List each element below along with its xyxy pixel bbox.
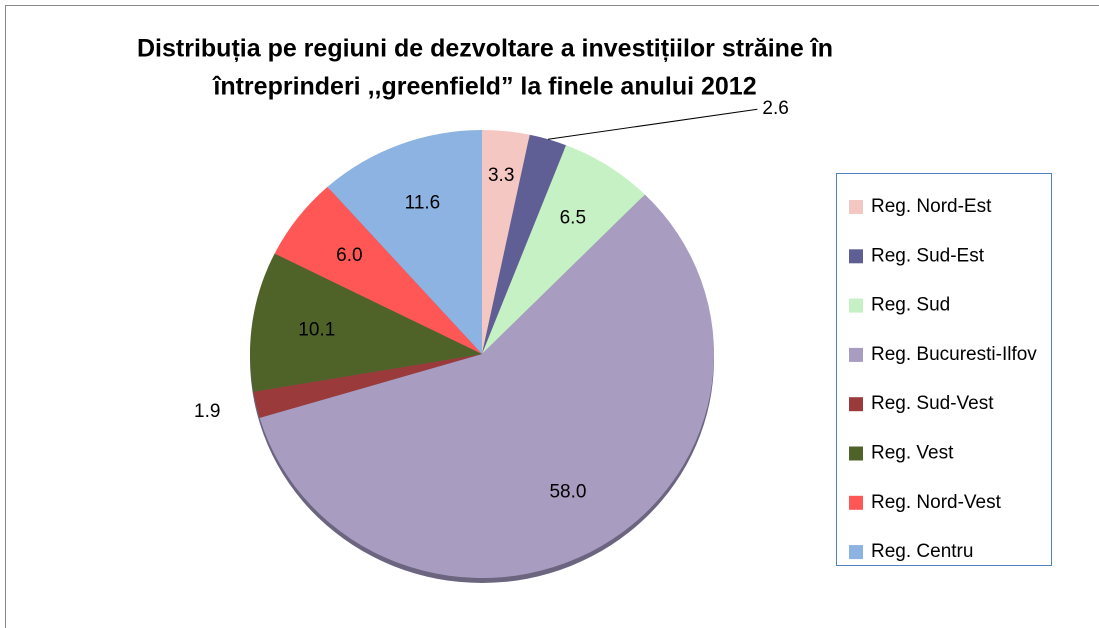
legend-swatch: [849, 347, 863, 362]
data-label: 1.9: [194, 401, 220, 422]
data-label: 11.6: [405, 192, 441, 213]
pie-slice: [253, 354, 482, 418]
legend-swatch: [849, 495, 863, 510]
pie-slice: [274, 186, 482, 354]
legend-label: Reg. Sud-Est: [871, 245, 985, 266]
legend-swatch: [849, 446, 863, 461]
legend-label: Reg. Centru: [871, 541, 973, 562]
legend-swatch: [849, 545, 863, 560]
legend-swatch: [849, 298, 863, 313]
data-label: 2.6: [762, 98, 788, 119]
legend-label: Reg. Nord-Est: [871, 196, 992, 217]
legend-label: Reg. Vest: [871, 443, 954, 464]
legend-label: Reg. Sud: [871, 295, 950, 316]
leader-line: [548, 108, 758, 140]
pie-slice: [259, 194, 715, 579]
chart-title: Distribuția pe regiuni de dezvoltare a i…: [137, 35, 833, 63]
pie-slice: [250, 253, 482, 392]
chart-title: întreprinderi ,,greenfield” la finele an…: [211, 73, 756, 101]
data-label: 3.3: [488, 165, 514, 186]
data-label: 6.0: [336, 245, 362, 266]
legend-label: Reg. Sud-Vest: [871, 393, 994, 414]
legend-label: Reg. Nord-Vest: [871, 492, 1002, 513]
data-label: 10.1: [298, 319, 335, 340]
pie-slice: [327, 130, 482, 354]
legend-label: Reg. Bucuresti-Ilfov: [871, 344, 1037, 365]
legend-swatch: [849, 200, 863, 214]
pie-slice: [482, 130, 530, 354]
legend-swatch: [849, 249, 863, 264]
legend-swatch: [849, 397, 863, 412]
legend-box: [836, 173, 1052, 566]
data-label: 58.0: [549, 481, 586, 502]
pie-slice: [482, 134, 567, 354]
data-label: 6.5: [560, 208, 586, 229]
pie-slice: [482, 145, 646, 354]
